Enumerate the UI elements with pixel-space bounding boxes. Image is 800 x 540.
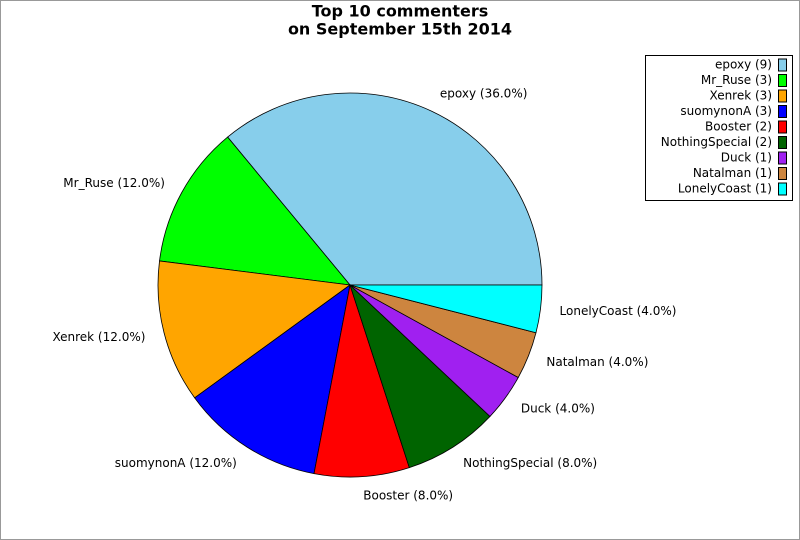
pie-slice — [349, 284, 491, 469]
legend-label: LonelyCoast (1) — [678, 182, 772, 196]
pie-slice — [349, 284, 543, 334]
legend-swatch — [778, 167, 787, 180]
chart-subtitle: on September 15th 2014 — [288, 20, 512, 39]
slice-label: LonelyCoast (4.0%) — [560, 304, 677, 318]
legend-label: NothingSpecial (2) — [661, 135, 772, 149]
slice-label: Booster (8.0%) — [363, 488, 453, 502]
chart-title: Top 10 commenters — [312, 2, 489, 21]
pie-slice — [194, 284, 351, 475]
slice-label: Mr_Ruse (12.0%) — [63, 176, 165, 190]
legend-label: Xenrek (3) — [710, 89, 772, 103]
legend-label: Mr_Ruse (3) — [701, 73, 772, 87]
legend-swatch — [778, 151, 787, 165]
legend-label: Duck (1) — [721, 151, 772, 165]
legend-label: suomynonA (3) — [680, 104, 772, 118]
slice-label: Xenrek (12.0%) — [52, 330, 145, 344]
legend-swatch — [778, 74, 787, 87]
legend-swatch — [778, 89, 787, 103]
legend-box — [645, 55, 793, 201]
slice-label: NothingSpecial (8.0%) — [463, 456, 597, 470]
legend-swatch — [778, 120, 787, 134]
pie-slice — [227, 92, 543, 286]
legend-swatch — [778, 182, 787, 196]
legend-swatch — [778, 136, 787, 149]
slice-label: epoxy (36.0%) — [440, 86, 527, 100]
legend-swatch — [778, 105, 787, 118]
slice-label: Natalman (4.0%) — [546, 355, 648, 369]
legend-label: Booster (2) — [705, 120, 772, 134]
slice-label: suomynonA (12.0%) — [115, 456, 237, 470]
slice-label: Duck (4.0%) — [521, 402, 595, 416]
pie-slice — [157, 260, 352, 399]
legend-label: Natalman (1) — [693, 166, 772, 180]
legend-swatch — [778, 58, 787, 72]
legend-label: epoxy (9) — [715, 58, 772, 72]
pie-slice — [159, 136, 351, 286]
pie-slice — [313, 284, 410, 478]
